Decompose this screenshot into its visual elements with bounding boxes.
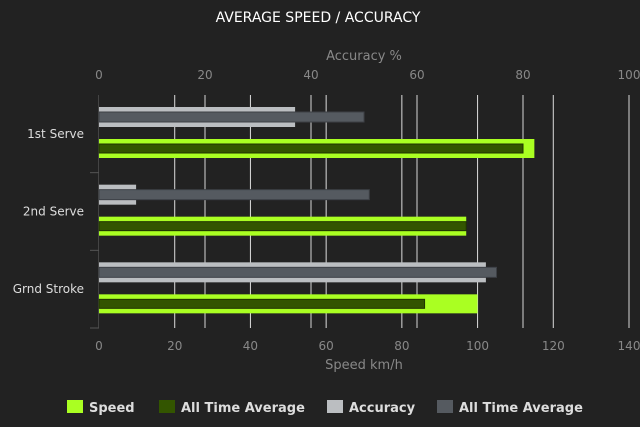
top-tick-label: 20 [197, 68, 212, 82]
bottom-axis-label: Speed km/h [325, 358, 403, 373]
legend-label: Speed [89, 401, 135, 416]
bar-accuracy-all-time-average [98, 189, 370, 201]
category-label: Grnd Stroke [13, 282, 84, 296]
bottom-tick-label: 40 [243, 339, 258, 353]
top-axis-label: Accuracy % [326, 49, 402, 64]
top-tick-label: 100 [618, 68, 640, 82]
bottom-tick-label: 100 [466, 339, 489, 353]
bottom-tick-label: 120 [542, 339, 565, 353]
top-tick-label: 40 [303, 68, 318, 82]
legend-swatch [437, 400, 453, 413]
legend-swatch [327, 400, 343, 413]
top-tick-label: 0 [95, 68, 103, 82]
category-label: 2nd Serve [23, 205, 84, 219]
bottom-tick-label: 20 [167, 339, 182, 353]
legend-label: Accuracy [349, 401, 416, 416]
category-label: 1st Serve [27, 127, 84, 141]
top-tick-label: 60 [409, 68, 424, 82]
bottom-tick-label: 80 [394, 339, 409, 353]
legend-label: All Time Average [181, 401, 305, 416]
legend-swatch [159, 400, 175, 413]
bar-speed-all-time-average [98, 143, 524, 154]
legend-swatch [67, 400, 83, 413]
bar-accuracy-all-time-average [98, 111, 365, 123]
bottom-tick-label: 60 [319, 339, 334, 353]
bar-speed-all-time-average [98, 221, 467, 232]
bottom-tick-label: 140 [618, 339, 640, 353]
top-tick-label: 80 [515, 68, 530, 82]
bar-accuracy-all-time-average [98, 266, 497, 278]
chart-title: AVERAGE SPEED / ACCURACY [216, 10, 421, 26]
legend-label: All Time Average [459, 401, 583, 416]
bar-speed-all-time-average [98, 298, 426, 309]
bottom-tick-label: 0 [95, 339, 103, 353]
